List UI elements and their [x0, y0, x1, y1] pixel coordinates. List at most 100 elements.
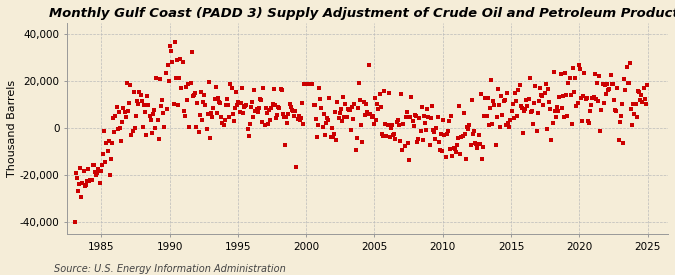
- Point: [443, 119, 454, 123]
- Point: [516, 106, 527, 110]
- Point: [219, 118, 230, 122]
- Point: [569, 90, 580, 94]
- Point: [369, 122, 379, 126]
- Point: [602, 82, 613, 87]
- Point: [165, 44, 176, 48]
- Point: [263, 122, 273, 127]
- Point: [562, 114, 572, 118]
- Point: [566, 122, 577, 127]
- Point: [497, 112, 508, 117]
- Point: [146, 131, 157, 136]
- Point: [292, 116, 303, 121]
- Point: [622, 80, 633, 85]
- Point: [599, 82, 610, 87]
- Point: [338, 95, 348, 99]
- Point: [275, 87, 286, 91]
- Point: [142, 94, 153, 99]
- Point: [184, 125, 195, 129]
- Point: [221, 103, 232, 107]
- Point: [416, 104, 427, 109]
- Point: [417, 138, 428, 142]
- Point: [636, 93, 647, 97]
- Point: [355, 98, 366, 103]
- Point: [555, 72, 566, 76]
- Point: [133, 102, 144, 106]
- Point: [496, 94, 507, 98]
- Point: [464, 123, 475, 127]
- Point: [358, 100, 369, 104]
- Point: [362, 111, 373, 116]
- Point: [309, 102, 320, 107]
- Point: [456, 134, 467, 139]
- Point: [549, 109, 560, 113]
- Point: [196, 118, 207, 122]
- Point: [216, 115, 227, 120]
- Point: [82, 178, 92, 183]
- Point: [242, 127, 253, 131]
- Point: [437, 149, 448, 153]
- Point: [480, 96, 491, 100]
- Point: [274, 106, 285, 110]
- Point: [390, 137, 401, 141]
- Point: [528, 122, 539, 127]
- Point: [398, 122, 409, 126]
- Point: [359, 113, 370, 118]
- Point: [430, 137, 441, 141]
- Point: [194, 113, 205, 118]
- Point: [548, 70, 559, 74]
- Point: [214, 100, 225, 104]
- Point: [627, 123, 638, 127]
- Point: [524, 76, 535, 80]
- Point: [500, 98, 510, 103]
- Point: [578, 94, 589, 98]
- Point: [618, 141, 628, 145]
- Point: [493, 87, 504, 91]
- Point: [85, 178, 96, 182]
- Point: [435, 132, 446, 137]
- Point: [447, 153, 458, 158]
- Point: [239, 105, 250, 110]
- Point: [307, 81, 318, 86]
- Point: [208, 106, 219, 110]
- Point: [306, 81, 317, 86]
- Point: [344, 107, 354, 112]
- Point: [153, 137, 164, 141]
- Point: [193, 130, 204, 134]
- Point: [551, 105, 562, 109]
- Point: [230, 105, 240, 110]
- Point: [490, 143, 501, 147]
- Point: [610, 107, 620, 112]
- Point: [413, 137, 424, 141]
- Point: [423, 115, 434, 119]
- Point: [365, 112, 376, 116]
- Point: [384, 135, 395, 140]
- Point: [561, 93, 572, 97]
- Point: [333, 116, 344, 120]
- Point: [570, 75, 580, 80]
- Point: [475, 142, 485, 146]
- Point: [329, 132, 340, 137]
- Point: [325, 135, 336, 140]
- Point: [526, 109, 537, 113]
- Point: [279, 143, 290, 148]
- Point: [628, 102, 639, 106]
- Point: [350, 147, 361, 152]
- Point: [132, 99, 142, 104]
- Point: [163, 78, 174, 83]
- Point: [289, 114, 300, 119]
- Point: [151, 76, 162, 80]
- Point: [505, 118, 516, 123]
- Point: [319, 133, 330, 137]
- Point: [639, 97, 650, 101]
- Point: [291, 165, 302, 169]
- Point: [301, 81, 312, 86]
- Point: [458, 111, 469, 115]
- Point: [388, 133, 399, 137]
- Point: [190, 91, 200, 95]
- Point: [407, 119, 418, 123]
- Point: [583, 119, 593, 123]
- Point: [186, 50, 197, 54]
- Point: [80, 183, 91, 187]
- Point: [199, 93, 210, 97]
- Point: [113, 110, 124, 115]
